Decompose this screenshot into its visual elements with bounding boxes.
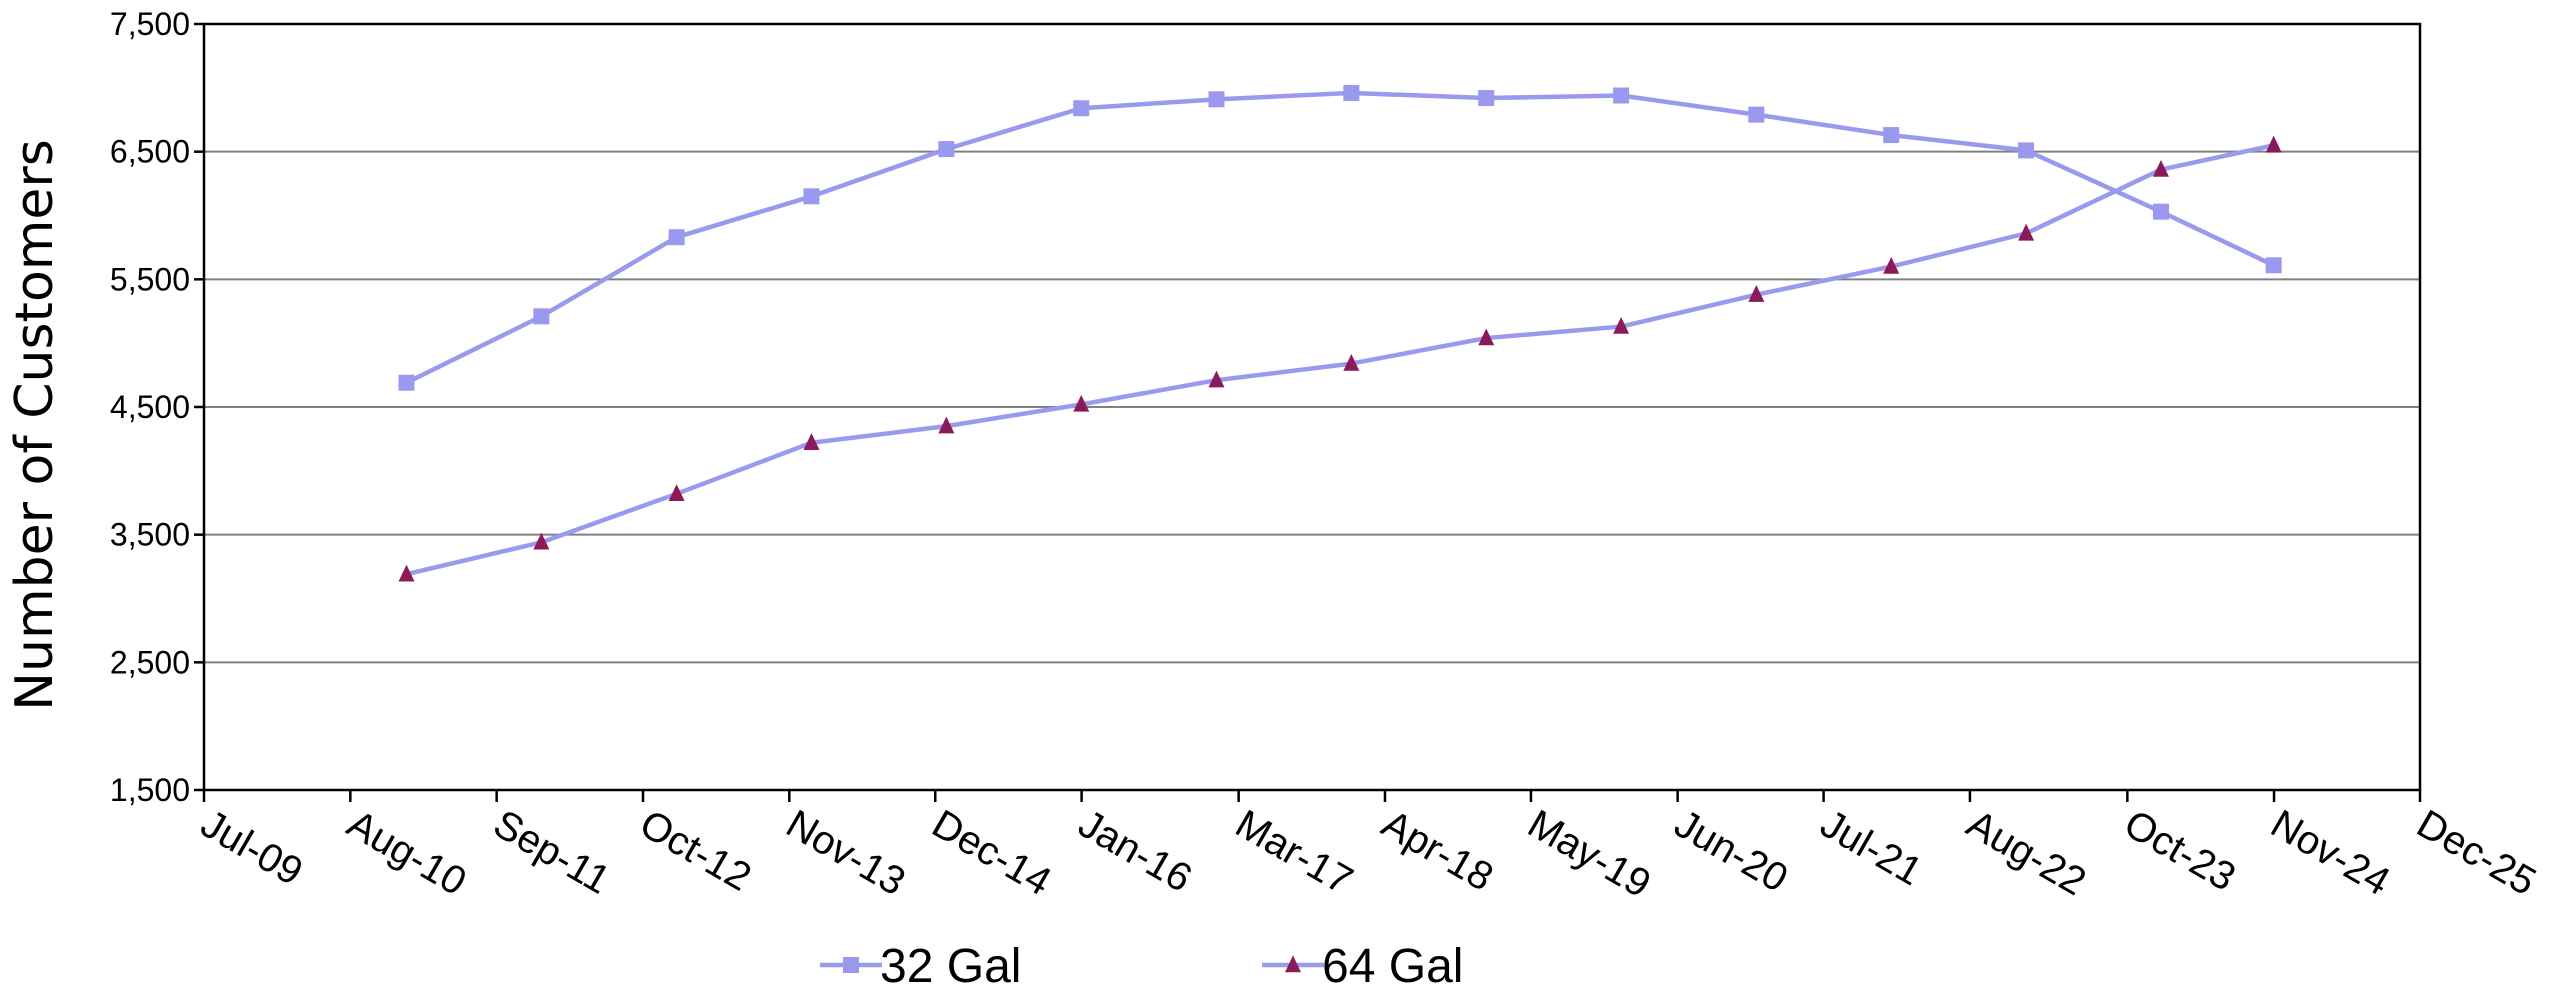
data-point: [938, 141, 955, 158]
series-line: [405, 143, 2275, 577]
data-point: [1073, 394, 1090, 412]
data-point: [2265, 135, 2282, 153]
series-1: [398, 84, 2282, 391]
data-point: [668, 484, 685, 502]
x-tick-label: Mar-17: [1228, 802, 1360, 903]
y-tick-label: 2,500: [110, 644, 190, 680]
data-point: [1748, 106, 1765, 123]
x-tick-label: Oct-12: [632, 802, 758, 900]
data-point: [668, 229, 685, 246]
x-axis-ticks: Jul-09 Aug-10 Sep-11 Oct-12 Nov-13 Dec-14 Jan-…: [194, 790, 2544, 907]
y-tick-label: 3,500: [110, 517, 190, 553]
data-point: [1343, 353, 1360, 371]
data-point: [2018, 142, 2035, 159]
data-point: [533, 532, 550, 550]
data-point: [2265, 257, 2282, 274]
data-point: [1073, 100, 1090, 117]
x-tick-label: Jul-09: [194, 802, 310, 895]
data-point: [533, 308, 550, 325]
x-tick-label: Jun-20: [1667, 802, 1795, 901]
data-point: [1208, 370, 1225, 388]
data-point: [803, 188, 820, 205]
x-tick-label: Aug-22: [1959, 802, 2093, 905]
x-tick-label: Apr-18: [1374, 802, 1500, 900]
data-point: [1478, 90, 1495, 107]
x-tick-label: Nov-24: [2264, 802, 2398, 905]
y-axis-title: Number of Customers: [5, 139, 65, 711]
x-tick-label: Oct-23: [2117, 802, 2243, 900]
series: [398, 84, 2282, 582]
x-tick-label: Jan-16: [1071, 802, 1199, 901]
data-point: [938, 416, 955, 434]
x-tick-label: Nov-13: [779, 802, 913, 905]
data-point: [1343, 84, 1360, 101]
legend-item: 32 Gal: [820, 940, 1021, 989]
data-point: [1748, 285, 1765, 302]
legend-label: 32 Gal: [880, 940, 1021, 989]
legend-item: 64 Gal: [1262, 940, 1463, 989]
x-tick-label: Dec-25: [2410, 802, 2544, 905]
data-point: [1613, 316, 1630, 334]
y-tick-label: 1,500: [110, 772, 190, 808]
data-point: [2152, 203, 2169, 220]
legend: 32 Gal 64 Gal: [820, 940, 1463, 989]
y-tick-label: 4,500: [110, 389, 190, 425]
y-tick-label: 5,500: [110, 261, 190, 297]
data-point: [2152, 159, 2169, 177]
data-point: [1478, 328, 1495, 346]
data-point: [2018, 223, 2035, 241]
series-2: [398, 135, 2282, 582]
y-tick-label: 6,500: [110, 134, 190, 170]
data-point: [398, 564, 415, 582]
x-tick-label: Dec-14: [925, 802, 1059, 905]
square-marker-icon: [843, 957, 859, 973]
data-point: [1883, 127, 1900, 144]
data-point: [398, 374, 415, 391]
triangle-marker-icon: [1285, 955, 1301, 973]
legend-label: 64 Gal: [1322, 940, 1463, 989]
y-axis-ticks: 1,500 2,500 3,500 4,500 5,500 6,500 7,500: [110, 6, 204, 808]
x-tick-label: May-19: [1520, 802, 1658, 907]
gridlines: [204, 150, 2420, 664]
data-point: [1208, 91, 1225, 108]
y-tick-label: 7,500: [110, 6, 190, 42]
data-point: [803, 433, 820, 450]
x-tick-label: Sep-11: [486, 802, 617, 903]
series-line: [405, 90, 2275, 385]
data-point: [1883, 256, 1900, 274]
x-tick-label: Aug-10: [340, 802, 474, 905]
x-tick-label: Jul-21: [1813, 802, 1929, 895]
data-point: [1613, 87, 1630, 104]
